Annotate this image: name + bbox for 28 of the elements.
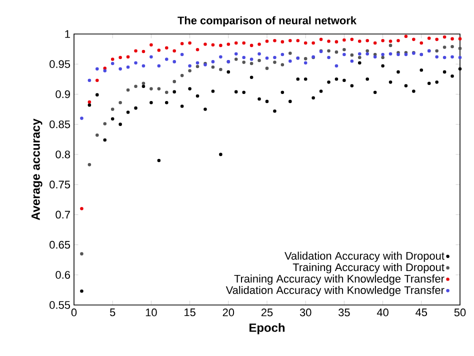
y-tick-label: 0.7	[56, 210, 70, 219]
legend-label: Training Accuracy with Knowledge Transfer	[234, 274, 444, 285]
y-axis-title: Average accuracy	[32, 118, 42, 220]
x-tick-label: 0	[71, 308, 77, 316]
y-tick-label: 0.95	[50, 60, 70, 68]
legend-label: Validation Accuracy with Dropout	[284, 252, 444, 262]
x-tick-label: 50	[454, 308, 466, 316]
y-tick-label: 0.85	[50, 120, 70, 128]
x-tick-label: 10	[146, 308, 157, 316]
y-tick-label: 1	[65, 30, 70, 38]
x-tick-label: 40	[376, 308, 388, 316]
y-tick-label: 0.65	[50, 240, 70, 249]
legend-label: Training Accuracy with Dropout	[292, 263, 444, 274]
x-tick-label: 5	[110, 308, 116, 316]
y-tick-label: 0.6	[56, 271, 70, 279]
y-tick-label: 0.75	[50, 180, 70, 188]
x-tick-label: 45	[416, 308, 428, 316]
y-tick-label: 0.9	[56, 90, 70, 98]
chart-title: The comparison of neural network	[178, 16, 357, 26]
x-tick-label: 30	[300, 308, 312, 316]
y-tick-label: 0.8	[56, 150, 70, 158]
x-axis-title: Epoch	[250, 323, 285, 334]
x-tick-label: 20	[222, 308, 234, 316]
x-tick-label: 25	[261, 308, 273, 316]
x-tick-label: 15	[184, 308, 196, 316]
y-tick-label: 0.55	[50, 301, 70, 309]
x-tick-label: 35	[338, 308, 350, 316]
legend-label: Validation Accuracy with Knowledge Transfer	[226, 286, 444, 296]
